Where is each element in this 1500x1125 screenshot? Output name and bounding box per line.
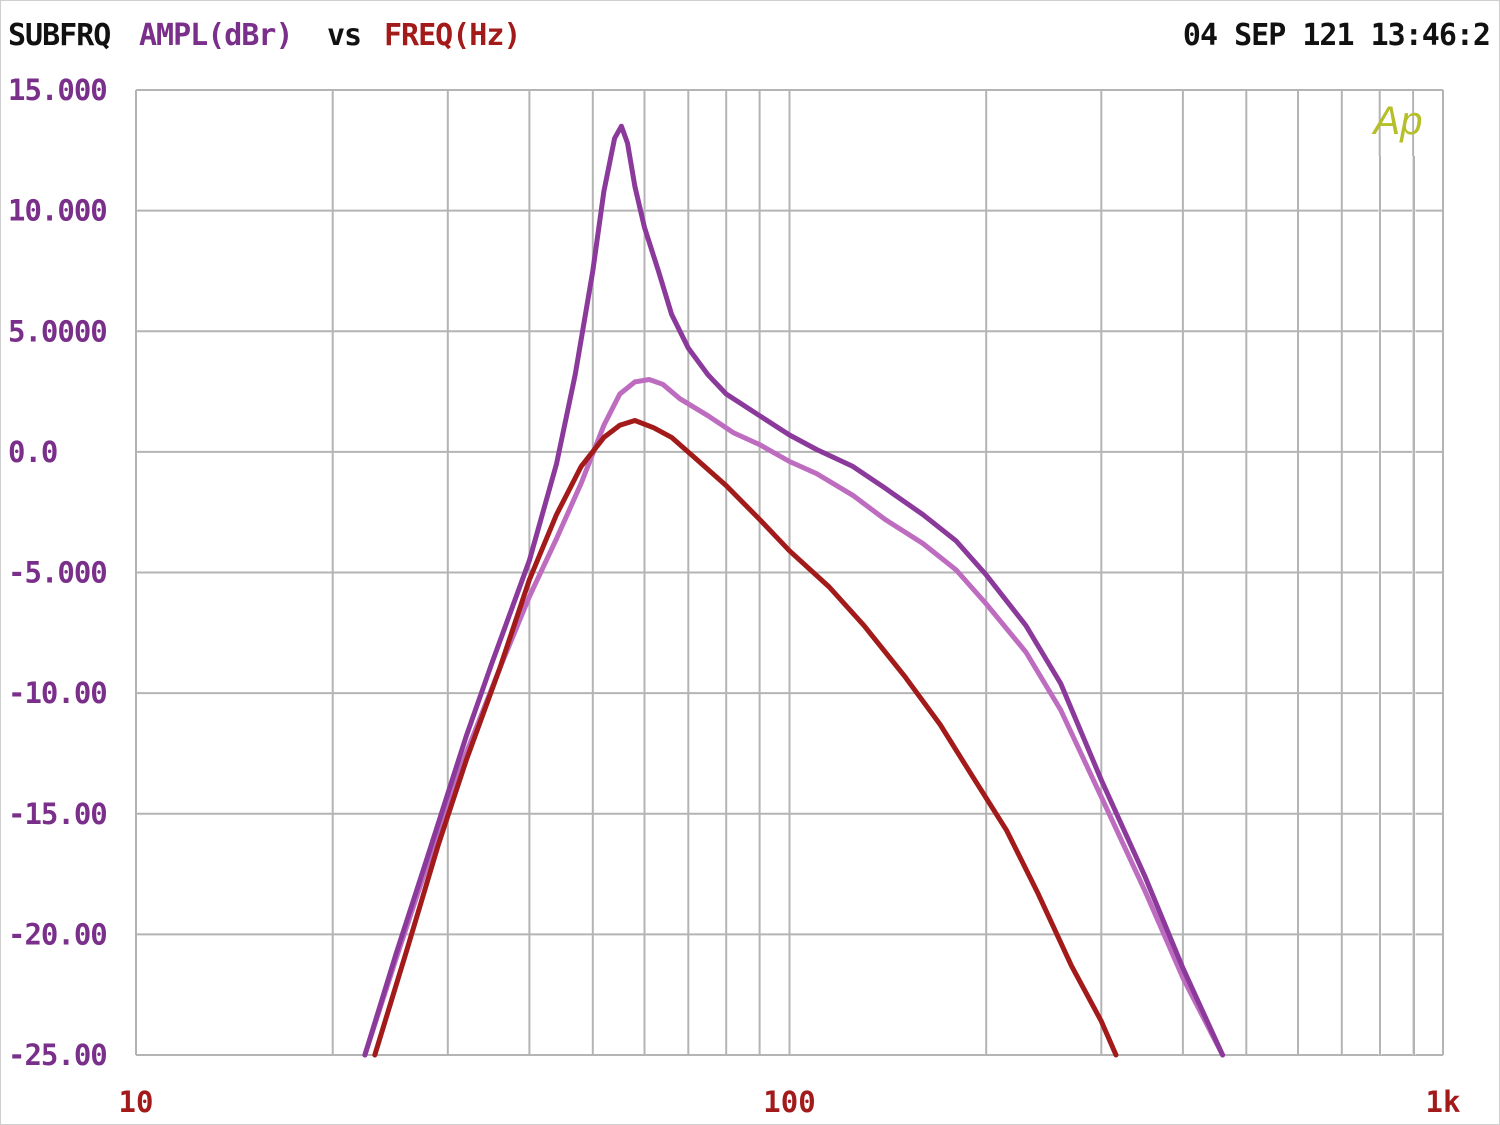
y-tick-label: -20.00 xyxy=(8,917,107,951)
y-tick-label: -10.00 xyxy=(8,676,107,710)
y-tick-label: 10.000 xyxy=(8,194,107,228)
y-tick-label: -15.00 xyxy=(8,797,107,831)
y-tick-label: 5.0000 xyxy=(8,314,107,348)
y-axis-ticks: 15.000 10.000 5.0000 0.0 -5.000 -10.00 -15.00 -… xyxy=(8,73,108,1072)
series-line-2 xyxy=(362,377,1226,1058)
series-lines xyxy=(362,123,1226,1058)
y-tick-label: -5.000 xyxy=(8,556,107,590)
header-y-quantity: AMPL(dBr) xyxy=(139,18,294,53)
grid xyxy=(135,89,1444,1056)
x-tick-label: 10 xyxy=(119,1085,154,1119)
header-x-quantity: FREQ(Hz) xyxy=(384,18,521,53)
x-axis-ticks: 10 100 1k xyxy=(119,1085,1461,1119)
y-tick-label: 0.0 xyxy=(8,435,57,469)
ap-watermark-logo: Ap xyxy=(1372,99,1423,143)
series-line-3 xyxy=(372,418,1119,1058)
x-tick-label: 100 xyxy=(763,1085,815,1119)
header-label: SUBFRQ xyxy=(8,18,111,53)
header-versus: vs xyxy=(327,18,362,53)
y-tick-label: -25.00 xyxy=(8,1038,107,1072)
header-timestamp: 04 SEP 121 13:46:2 xyxy=(1182,18,1491,53)
x-tick-label: 1k xyxy=(1426,1085,1461,1119)
series-line-1 xyxy=(362,123,1226,1058)
y-tick-label: 15.000 xyxy=(8,73,107,107)
